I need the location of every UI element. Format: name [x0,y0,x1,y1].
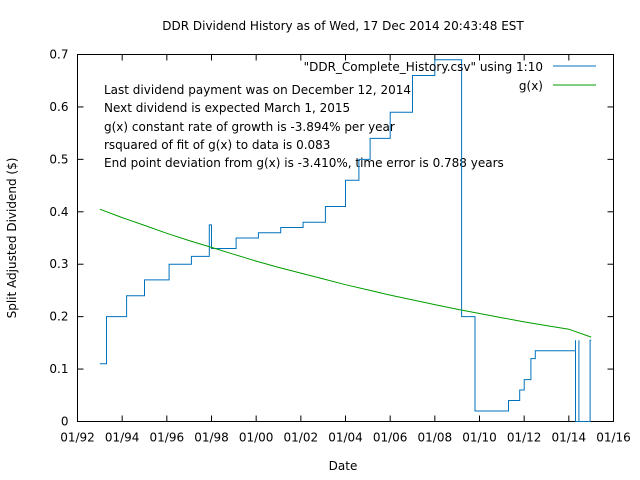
x-tick-label: 01/96 [150,431,185,445]
y-axis: 0 0.1 0.2 0.3 0.4 0.5 0.6 0.7 [49,48,614,429]
x-tick-label: 01/14 [552,431,587,445]
x-axis-label: Date [329,459,358,473]
x-axis: 01/92 01/94 01/96 01/98 01/00 01/02 01/04 01/06… [60,54,631,445]
chart-title: DDR Dividend History as of Wed, 17 Dec 2… [162,19,524,33]
x-tick-label: 01/00 [239,431,274,445]
x-tick-label: 01/12 [507,431,542,445]
y-tick-label: 0.5 [49,152,68,166]
y-tick-label: 0.4 [49,205,68,219]
x-tick-label: 01/04 [328,431,363,445]
x-tick-label: 01/98 [194,431,229,445]
legend-label-gx: g(x) [519,79,543,93]
y-tick-label: 0.3 [49,257,68,271]
y-axis-label: Split Adjusted Dividend ($) [5,158,19,319]
x-tick-label: 01/10 [462,431,497,445]
x-tick-label: 01/16 [596,431,631,445]
annotation-last-payment: Last dividend payment was on December 12… [104,83,411,97]
annotation-deviation: End point deviation from g(x) is -3.410%… [104,156,504,170]
x-tick-label: 01/92 [60,431,95,445]
annotation-next-dividend: Next dividend is expected March 1, 2015 [104,101,350,115]
annotations: Last dividend payment was on December 12… [104,83,504,170]
series-line-dividend-history [99,59,592,422]
series-line-gx [99,208,592,338]
y-tick-label: 0 [61,415,69,429]
annotation-rsquared: rsquared of fit of g(x) to data is 0.083 [104,138,330,152]
y-tick-label: 0.6 [49,100,68,114]
series-layer [99,59,592,422]
x-tick-label: 01/06 [373,431,408,445]
legend: "DDR_Complete_History.csv" using 1:10 g(… [304,60,596,93]
annotation-growth-rate: g(x) constant rate of growth is -3.894% … [104,120,395,134]
legend-label-history: "DDR_Complete_History.csv" using 1:10 [304,60,543,74]
x-tick-label: 01/94 [105,431,140,445]
y-tick-label: 0.1 [49,362,68,376]
y-tick-label: 0.7 [49,48,68,62]
y-tick-label: 0.2 [49,310,68,324]
x-tick-label: 01/02 [284,431,319,445]
x-tick-label: 01/08 [418,431,453,445]
